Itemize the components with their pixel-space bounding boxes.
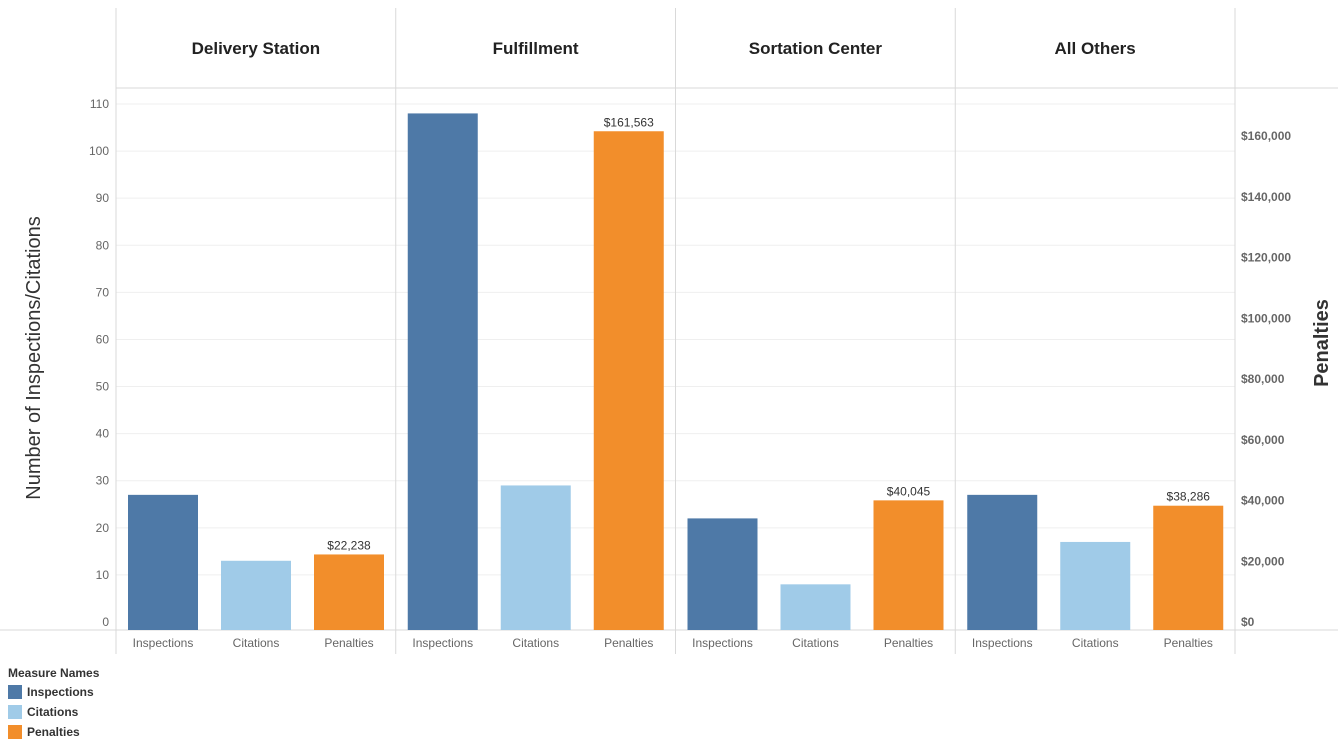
legend-label-penalties: Penalties (27, 725, 80, 739)
y-tick-label: 30 (96, 474, 110, 488)
y2-tick-label: $80,000 (1241, 372, 1285, 386)
y-tick-label: 80 (96, 238, 110, 252)
y2-tick-label: $20,000 (1241, 554, 1285, 568)
legend: Measure Names Inspections Citations Pena… (8, 666, 99, 742)
y-tick-label: 50 (96, 380, 110, 394)
y2-axis-title: Penalties (1311, 299, 1333, 387)
bar-penalties (873, 500, 944, 630)
bar-penalties (593, 131, 664, 630)
bar-citations (1060, 541, 1131, 630)
bar-inspections (407, 113, 478, 630)
x-tick-label: Penalties (1164, 636, 1213, 650)
y2-tick-label: $60,000 (1241, 433, 1285, 447)
x-tick-label: Inspections (692, 636, 753, 650)
legend-swatch-inspections (8, 685, 22, 699)
data-label: $22,238 (327, 538, 371, 552)
x-tick-label: Penalties (324, 636, 373, 650)
x-tick-label: Penalties (884, 636, 933, 650)
bar-citations (500, 485, 571, 630)
y2-tick-label: $140,000 (1241, 190, 1291, 204)
y2-tick-label: $0 (1241, 615, 1255, 629)
x-tick-label: Citations (792, 636, 839, 650)
y2-tick-label: $120,000 (1241, 251, 1291, 265)
legend-item-penalties[interactable]: Penalties (8, 722, 99, 742)
y-tick-label: 100 (89, 144, 109, 158)
data-label: $40,045 (887, 484, 931, 498)
y-tick-label: 60 (96, 332, 110, 346)
bar-chart: 0 10 20 30 40 50 60 70 80 90 100 110 $0 $20,000 $40,00… (0, 8, 1338, 654)
y-tick-label: 40 (96, 427, 110, 441)
panel-header: Delivery Station (192, 39, 321, 58)
legend-item-citations[interactable]: Citations (8, 702, 99, 722)
y-tick-label: 0 (102, 615, 109, 629)
x-tick-label: Inspections (133, 636, 194, 650)
panel-header: Sortation Center (749, 39, 883, 58)
y-tick-label: 90 (96, 191, 110, 205)
y2-tick-label: $40,000 (1241, 494, 1285, 508)
panel-header: Fulfillment (493, 39, 579, 58)
bar-inspections (687, 518, 758, 630)
x-tick-label: Penalties (604, 636, 653, 650)
x-tick-label: Citations (1072, 636, 1119, 650)
y-tick-label: 70 (96, 285, 110, 299)
bar-penalties (1153, 505, 1224, 630)
legend-title: Measure Names (8, 666, 100, 680)
bar-inspections (967, 494, 1038, 630)
x-tick-label: Citations (233, 636, 280, 650)
legend-label-inspections: Inspections (27, 685, 94, 699)
x-tick-label: Citations (512, 636, 559, 650)
y-axis-title: Number of Inspections/Citations (23, 216, 45, 499)
y-tick-label: 10 (96, 568, 110, 582)
bar-penalties (314, 554, 384, 630)
x-tick-label: Inspections (972, 636, 1033, 650)
legend-swatch-citations (8, 705, 22, 719)
x-tick-label: Inspections (412, 636, 473, 650)
y-tick-label: 20 (96, 521, 110, 535)
y-tick-label: 110 (90, 97, 109, 111)
legend-label-citations: Citations (27, 705, 79, 719)
y2-tick-label: $100,000 (1241, 311, 1291, 325)
legend-item-inspections[interactable]: Inspections (8, 682, 99, 702)
bar-citations (221, 560, 291, 630)
data-label: $161,563 (604, 115, 654, 129)
data-label: $38,286 (1167, 490, 1211, 504)
legend-swatch-penalties (8, 725, 22, 739)
y2-tick-label: $160,000 (1241, 129, 1291, 143)
bar-citations (780, 584, 851, 630)
panel-header: All Others (1055, 39, 1136, 58)
bar-inspections (128, 494, 198, 630)
